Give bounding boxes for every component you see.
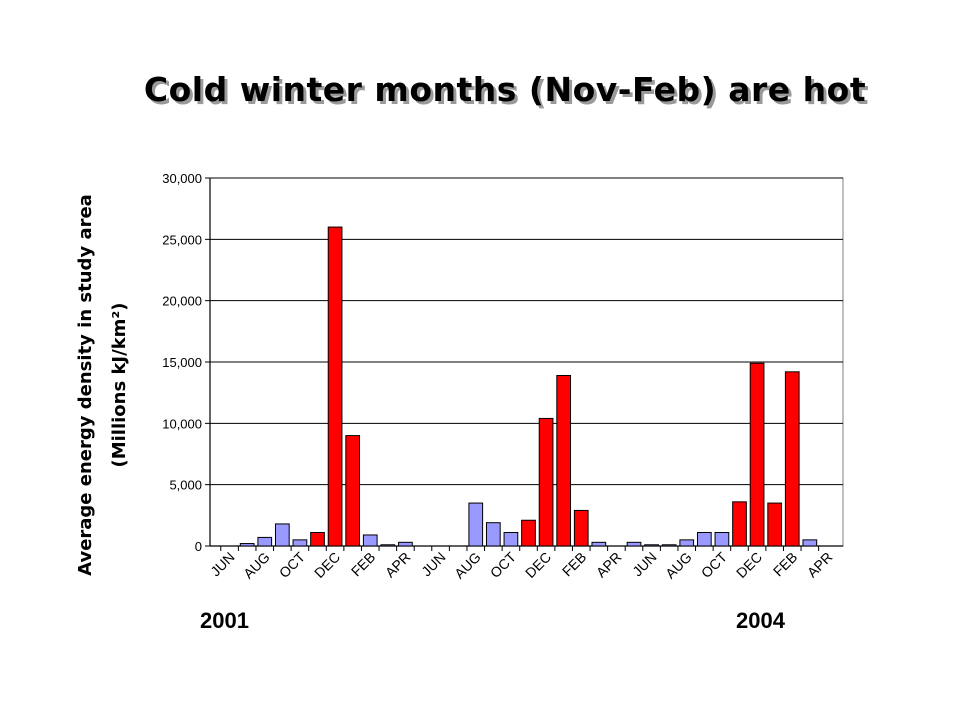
y-tick-label: 25,000: [162, 232, 202, 247]
winter-bar: [767, 502, 783, 547]
y-tick-label: 20,000: [162, 294, 202, 309]
x-tick-label: DEC: [311, 549, 343, 581]
bar: [274, 523, 290, 547]
bar: [591, 541, 607, 547]
bar: [257, 536, 273, 547]
x-tick-label: APR: [804, 549, 836, 581]
y-tick-label: 30,000: [162, 171, 202, 186]
x-tick-label: AUG: [662, 549, 695, 582]
bar: [802, 539, 818, 547]
winter-bar: [573, 509, 589, 547]
winter-bar: [538, 417, 554, 547]
x-tick-label: AUG: [240, 549, 273, 582]
winter-bar: [310, 532, 325, 547]
x-tick-label: FEB: [770, 549, 801, 580]
x-tick-label: APR: [593, 549, 625, 581]
bar: [696, 532, 712, 547]
bar: [468, 502, 484, 547]
winter-bar: [749, 362, 765, 547]
winter-bar: [327, 226, 343, 547]
x-tick-label: APR: [382, 549, 414, 581]
bar: [661, 544, 677, 547]
x-tick-label: OCT: [276, 548, 309, 581]
x-tick-label: OCT: [698, 548, 731, 581]
x-tick-label: FEB: [559, 549, 590, 580]
winter-bar: [556, 374, 572, 547]
chart-title: Cold winter months (Nov-Feb) are hot: [143, 70, 867, 109]
bar: [714, 532, 730, 547]
y-tick-label: 10,000: [162, 416, 202, 431]
bar: [362, 534, 378, 547]
x-tick-label: DEC: [522, 549, 554, 581]
x-tick-label: AUG: [451, 549, 484, 582]
end-year-label: 2004: [736, 608, 785, 633]
winter-bar: [732, 501, 747, 547]
x-tick-label: JUN: [418, 549, 449, 580]
x-tick-label: OCT: [487, 548, 520, 581]
bar: [239, 543, 255, 547]
y-tick-label: 15,000: [162, 355, 202, 370]
y-tick-label: 5,000: [169, 478, 202, 493]
start-year-label: 2001: [200, 608, 249, 633]
bar: [485, 522, 501, 547]
y-tick-label: 0: [195, 539, 202, 554]
bar: [292, 539, 308, 547]
x-tick-label: FEB: [348, 549, 379, 580]
bar: [626, 541, 642, 547]
winter-bar: [345, 435, 361, 547]
bar: [679, 539, 695, 547]
bar: [644, 544, 659, 547]
winter-bar: [521, 519, 536, 547]
bar: [380, 544, 396, 547]
x-tick-label: JUN: [207, 549, 238, 580]
x-tick-label: DEC: [733, 549, 765, 581]
winter-bar: [784, 371, 800, 547]
bar: [503, 532, 519, 547]
x-tick-label: JUN: [629, 549, 660, 580]
bar: [398, 541, 413, 547]
